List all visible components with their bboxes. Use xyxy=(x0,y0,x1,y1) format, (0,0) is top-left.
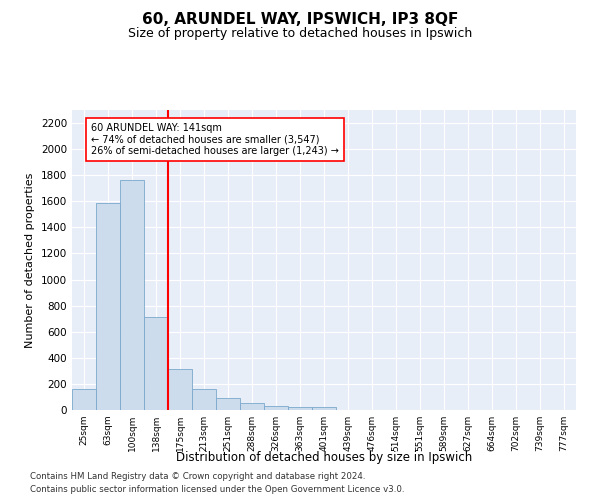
Y-axis label: Number of detached properties: Number of detached properties xyxy=(25,172,35,348)
Text: 60 ARUNDEL WAY: 141sqm
← 74% of detached houses are smaller (3,547)
26% of semi-: 60 ARUNDEL WAY: 141sqm ← 74% of detached… xyxy=(91,123,339,156)
Text: Contains HM Land Registry data © Crown copyright and database right 2024.: Contains HM Land Registry data © Crown c… xyxy=(30,472,365,481)
Bar xyxy=(120,180,144,410)
Text: 60, ARUNDEL WAY, IPSWICH, IP3 8QF: 60, ARUNDEL WAY, IPSWICH, IP3 8QF xyxy=(142,12,458,28)
Bar xyxy=(96,202,120,410)
Bar xyxy=(168,369,192,410)
Bar xyxy=(144,318,168,410)
Bar xyxy=(72,389,96,410)
Bar xyxy=(216,398,240,410)
Bar xyxy=(288,408,312,410)
Bar xyxy=(192,389,216,410)
Text: Size of property relative to detached houses in Ipswich: Size of property relative to detached ho… xyxy=(128,28,472,40)
Bar xyxy=(264,406,288,410)
Text: Contains public sector information licensed under the Open Government Licence v3: Contains public sector information licen… xyxy=(30,485,404,494)
Text: Distribution of detached houses by size in Ipswich: Distribution of detached houses by size … xyxy=(176,451,472,464)
Bar xyxy=(240,403,264,410)
Bar xyxy=(312,408,336,410)
